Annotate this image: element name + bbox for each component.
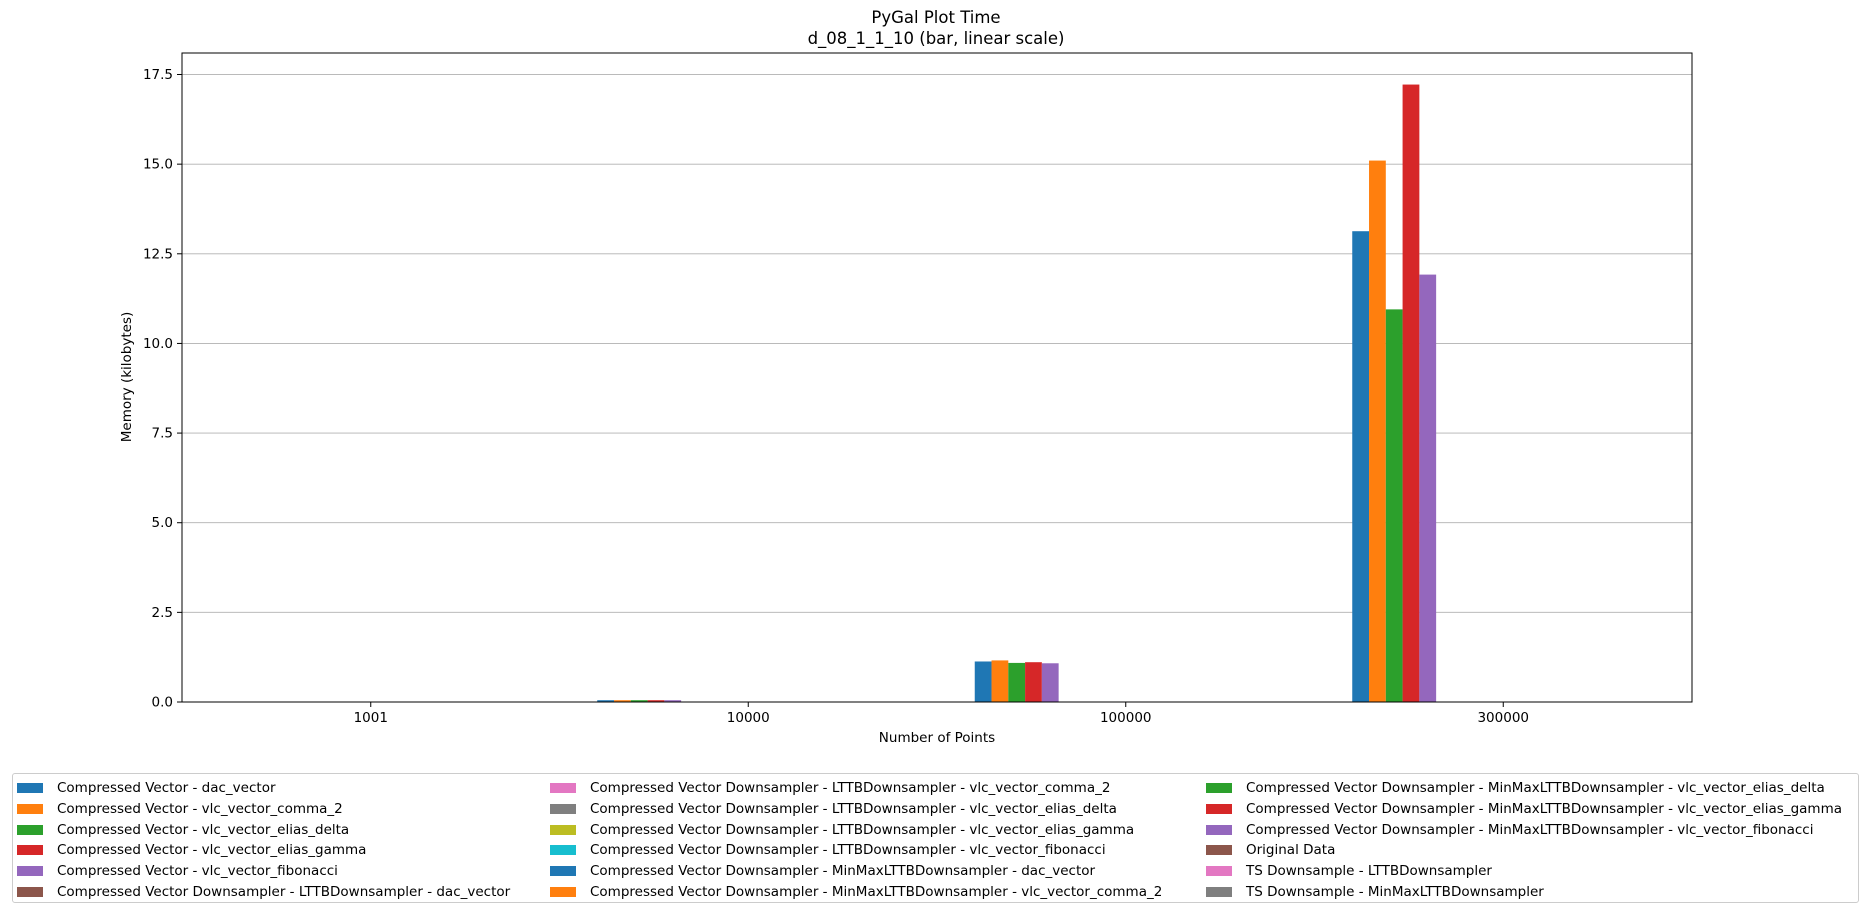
legend-swatch bbox=[1206, 845, 1232, 856]
legend-label: Compressed Vector Downsampler - MinMaxLT… bbox=[590, 883, 1163, 900]
legend-swatch bbox=[17, 866, 43, 877]
bar bbox=[1369, 160, 1386, 702]
legend-label: Compressed Vector - vlc_vector_fibonacci bbox=[57, 863, 338, 880]
bar bbox=[647, 700, 665, 702]
legend-item: TS Downsample - LTTBDownsampler bbox=[1206, 861, 1842, 882]
legend-swatch bbox=[550, 824, 576, 835]
legend-swatch bbox=[1206, 866, 1232, 877]
gridlines bbox=[182, 74, 1692, 613]
legend-item: Compressed Vector - vlc_vector_fibonacci bbox=[17, 861, 510, 882]
y-tick-label: 2.5 bbox=[152, 605, 173, 621]
bar bbox=[991, 660, 1009, 702]
x-tick-label: 300000 bbox=[1477, 710, 1529, 726]
legend-swatch bbox=[1206, 886, 1232, 897]
bar bbox=[1419, 274, 1437, 702]
bar bbox=[664, 700, 682, 702]
legend-item: Original Data bbox=[1206, 840, 1842, 861]
legend-item: Compressed Vector Downsampler - MinMaxLT… bbox=[1206, 799, 1842, 820]
chart-subtitle: d_08_1_1_10 (bar, linear scale) bbox=[808, 29, 1065, 49]
bar bbox=[974, 661, 992, 702]
legend-item: Compressed Vector - vlc_vector_elias_gam… bbox=[17, 840, 510, 861]
legend-label: Compressed Vector Downsampler - LTTBDown… bbox=[590, 780, 1111, 797]
bar bbox=[1352, 231, 1370, 703]
y-tick-label: 12.5 bbox=[143, 246, 173, 262]
legend-swatch bbox=[17, 824, 43, 835]
bar bbox=[630, 700, 648, 702]
legend-item: Compressed Vector - vlc_vector_elias_del… bbox=[17, 819, 510, 840]
legend-item: Compressed Vector Downsampler - LTTBDown… bbox=[550, 799, 1162, 820]
chart-title: PyGal Plot Time bbox=[871, 8, 1000, 27]
legend-label: Compressed Vector Downsampler - LTTBDown… bbox=[590, 821, 1135, 838]
legend-swatch bbox=[1206, 824, 1232, 835]
legend-item: Compressed Vector Downsampler - LTTBDown… bbox=[550, 819, 1162, 840]
bars bbox=[219, 84, 1655, 703]
x-axis-ticks: 1001 10000 100000 300000 bbox=[354, 702, 1529, 726]
legend-label: Compressed Vector - vlc_vector_elias_del… bbox=[57, 821, 350, 838]
legend-label: Compressed Vector Downsampler - MinMaxLT… bbox=[590, 863, 1096, 880]
legend-swatch bbox=[1206, 783, 1232, 794]
y-tick-label: 0.0 bbox=[152, 695, 173, 711]
x-tick-label: 10000 bbox=[727, 710, 770, 726]
legend-swatch bbox=[550, 866, 576, 877]
legend-label: Compressed Vector Downsampler - MinMaxLT… bbox=[1246, 801, 1842, 818]
legend-label: Compressed Vector Downsampler - MinMaxLT… bbox=[1246, 821, 1814, 838]
bar bbox=[1041, 663, 1059, 702]
y-tick-label: 10.0 bbox=[143, 336, 173, 352]
legend-label: TS Downsample - MinMaxLTTBDownsampler bbox=[1246, 883, 1544, 900]
bar bbox=[1402, 84, 1420, 702]
legend-label: Compressed Vector Downsampler - MinMaxLT… bbox=[1246, 780, 1825, 797]
legend-label: Compressed Vector Downsampler - LTTBDown… bbox=[590, 801, 1117, 818]
legend-swatch bbox=[550, 886, 576, 897]
x-tick-label: 1001 bbox=[354, 710, 388, 726]
legend-swatch bbox=[1206, 804, 1232, 815]
x-tick-label: 100000 bbox=[1100, 710, 1152, 726]
y-tick-label: 15.0 bbox=[143, 157, 173, 173]
legend-item: Compressed Vector Downsampler - MinMaxLT… bbox=[1206, 778, 1842, 799]
legend: Compressed Vector - dac_vector Compressed… bbox=[12, 773, 1859, 903]
legend-swatch bbox=[17, 804, 43, 815]
legend-item: Compressed Vector - vlc_vector_comma_2 bbox=[17, 799, 510, 820]
legend-item: Compressed Vector Downsampler - LTTBDown… bbox=[17, 881, 510, 902]
y-tick-label: 7.5 bbox=[152, 426, 173, 442]
bar bbox=[1025, 662, 1042, 702]
legend-item: Compressed Vector Downsampler - MinMaxLT… bbox=[1206, 819, 1842, 840]
legend-swatch bbox=[550, 804, 576, 815]
bar-chart: PyGal Plot Time d_08_1_1_10 (bar, linear… bbox=[119, 8, 1693, 746]
legend-column-1: Compressed Vector - dac_vector Compressed… bbox=[17, 778, 510, 902]
legend-swatch bbox=[550, 783, 576, 794]
legend-item: Compressed Vector Downsampler - MinMaxLT… bbox=[550, 881, 1162, 902]
bar bbox=[614, 700, 631, 702]
legend-label: Original Data bbox=[1246, 842, 1336, 859]
legend-label: Compressed Vector - vlc_vector_comma_2 bbox=[57, 801, 343, 818]
legend-swatch bbox=[17, 845, 43, 856]
bar bbox=[1008, 662, 1026, 702]
legend-item: Compressed Vector Downsampler - MinMaxLT… bbox=[550, 861, 1162, 882]
legend-column-3: Compressed Vector Downsampler - MinMaxLT… bbox=[1206, 778, 1842, 902]
legend-label: Compressed Vector Downsampler - LTTBDown… bbox=[57, 883, 511, 900]
y-tick-label: 5.0 bbox=[152, 515, 173, 531]
legend-item: Compressed Vector - dac_vector bbox=[17, 778, 510, 799]
legend-column-2: Compressed Vector Downsampler - LTTBDown… bbox=[550, 778, 1162, 902]
x-axis-label: Number of Points bbox=[879, 730, 995, 746]
plot-frame bbox=[181, 52, 1693, 703]
legend-label: Compressed Vector Downsampler - LTTBDown… bbox=[590, 842, 1106, 859]
legend-item: Compressed Vector Downsampler - LTTBDown… bbox=[550, 778, 1162, 799]
legend-swatch bbox=[17, 886, 43, 897]
legend-label: Compressed Vector - vlc_vector_elias_gam… bbox=[57, 842, 367, 859]
y-axis-ticks: 0.0 2.5 5.0 7.5 10.0 12.5 15.0 17.5 bbox=[143, 67, 182, 711]
bar bbox=[597, 700, 615, 702]
legend-swatch bbox=[17, 783, 43, 794]
legend-item: Compressed Vector Downsampler - LTTBDown… bbox=[550, 840, 1162, 861]
legend-label: TS Downsample - LTTBDownsampler bbox=[1246, 863, 1492, 880]
legend-swatch bbox=[550, 845, 576, 856]
bar bbox=[1385, 309, 1403, 702]
y-axis-label: Memory (kilobytes) bbox=[119, 312, 135, 443]
legend-label: Compressed Vector - dac_vector bbox=[57, 780, 276, 797]
legend-item: TS Downsample - MinMaxLTTBDownsampler bbox=[1206, 881, 1842, 902]
y-tick-label: 17.5 bbox=[143, 67, 173, 83]
